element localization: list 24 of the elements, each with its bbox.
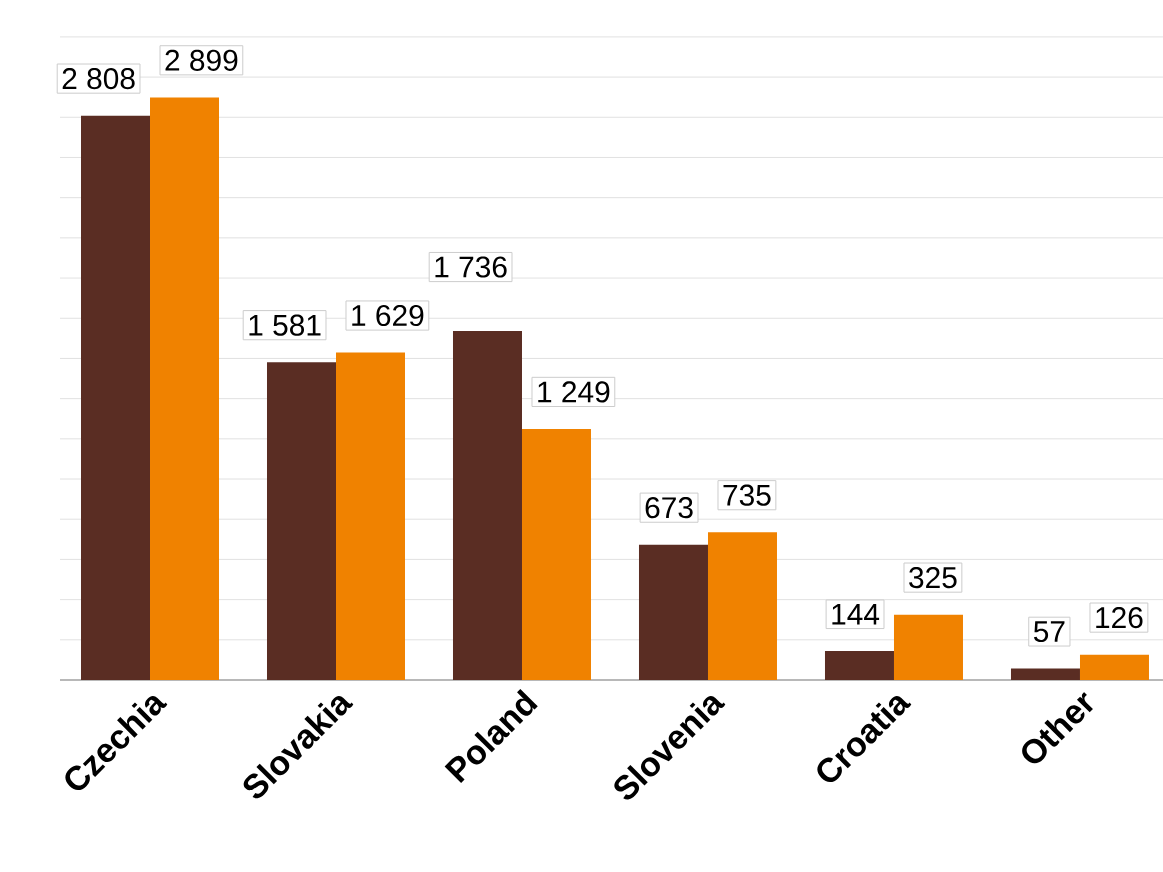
bar (521, 428, 591, 680)
bar (150, 97, 219, 680)
data-label: 1 581 (249, 314, 321, 336)
data-label: 1 629 (352, 304, 424, 327)
data-label: 2 899 (165, 49, 238, 71)
bar (1079, 654, 1149, 680)
bar (336, 352, 405, 680)
bar (1010, 668, 1080, 680)
data-label: 735 (723, 484, 771, 506)
data-label: 325 (909, 567, 957, 589)
bar (893, 614, 963, 680)
bar (707, 532, 777, 680)
data-label: 144 (832, 604, 880, 625)
bar (81, 115, 150, 680)
data-label: 126 (1096, 607, 1143, 629)
bar (266, 362, 336, 680)
bar (638, 544, 708, 680)
data-label: 2 808 (62, 68, 135, 90)
data-label: 1 736 (435, 256, 507, 278)
bar (452, 331, 522, 680)
data-label: 57 (1033, 621, 1065, 643)
data-label: 1 249 (538, 381, 610, 403)
bar (824, 651, 894, 680)
data-label: 673 (645, 497, 693, 519)
